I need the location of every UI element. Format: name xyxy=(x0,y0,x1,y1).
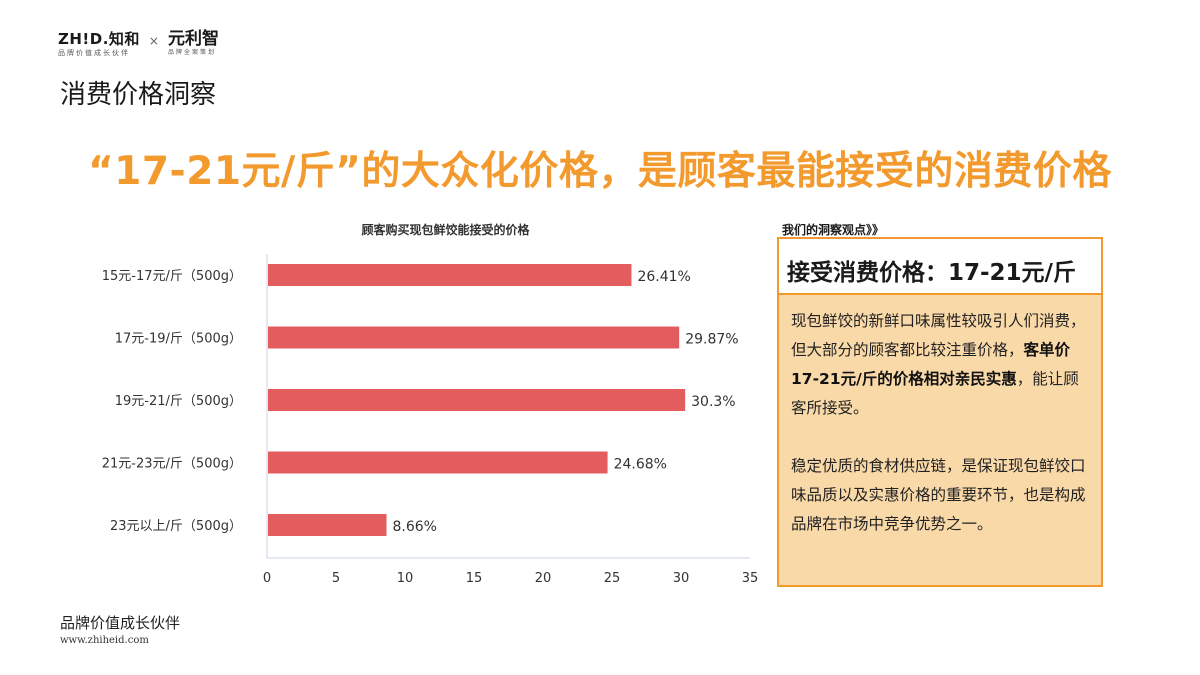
insight-p1-text-a: 现包鲜饺的新鲜口味属性较吸引人们消费，但大部分的顾客都比较注重价格， xyxy=(791,312,1086,359)
x-tick-label: 25 xyxy=(604,571,621,586)
insight-p1-text-c: ，能让顾客所接受。 xyxy=(791,370,1079,417)
chart-title: 顾客购买现包鲜饺能接受的价格 xyxy=(361,223,530,237)
x-tick-label: 35 xyxy=(742,571,759,586)
insight-paragraph-2: 稳定优质的食材供应链，是保证现包鲜饺口味品质以及实惠价格的重要环节，也是构成品牌… xyxy=(791,457,1086,533)
x-tick-label: 0 xyxy=(263,571,271,586)
data-label: 26.41% xyxy=(637,269,690,285)
category-label: 15元-17元/斤（500g） xyxy=(102,269,242,284)
bar xyxy=(268,389,686,411)
section-title: 消费价格洞察 xyxy=(60,80,217,110)
brand-logos: ZH!D.知和 品牌价值成长伙伴 × 元利智 品牌全案策划 xyxy=(58,30,219,58)
zhid-logo-text: ZH!D.知和 xyxy=(58,30,140,48)
footer-tagline: 品牌价值成长伙伴 xyxy=(60,614,181,632)
x-tick-label: 30 xyxy=(673,571,690,586)
bar xyxy=(268,264,632,286)
category-label: 19元-21/斤（500g） xyxy=(115,394,242,409)
x-tick-label: 15 xyxy=(466,571,483,586)
insight-box: 接受消费价格：17-21元/斤 现包鲜饺的新鲜口味属性较吸引人们消费，但大部分的… xyxy=(777,237,1103,587)
data-label: 30.3% xyxy=(691,394,735,410)
logo-separator: × xyxy=(148,34,159,48)
yuanlizhi-logo-text: 元利智 xyxy=(167,29,219,49)
insight-p1-highlight: 客单价17-21元/斤的价格相对亲民实惠 xyxy=(791,341,1071,388)
zhid-logo-subtitle: 品牌价值成长伙伴 xyxy=(58,49,130,57)
category-label: 21元-23元/斤（500g） xyxy=(102,457,242,472)
bar xyxy=(268,326,680,349)
data-label: 29.87% xyxy=(685,332,738,348)
bar xyxy=(268,451,608,474)
data-label: 8.66% xyxy=(393,519,437,535)
zhid-logo: ZH!D.知和 品牌价值成长伙伴 xyxy=(58,30,140,58)
insight-label: 我们的洞察观点》》 xyxy=(782,223,885,237)
insight-body: 现包鲜饺的新鲜口味属性较吸引人们消费，但大部分的顾客都比较注重价格，客单价17-… xyxy=(791,307,1089,539)
data-label: 24.68% xyxy=(614,457,667,473)
footer-url: www.zhiheid.com xyxy=(60,635,149,646)
x-tick-label: 5 xyxy=(332,571,340,586)
insight-paragraph-1: 现包鲜饺的新鲜口味属性较吸引人们消费，但大部分的顾客都比较注重价格，客单价17-… xyxy=(791,307,1089,423)
insight-header: 接受消费价格：17-21元/斤 xyxy=(779,239,1101,295)
x-tick-label: 10 xyxy=(397,571,414,586)
yuanlizhi-logo: 元利智 品牌全案策划 xyxy=(168,30,219,57)
headline: “17-21元/斤”的大众化价格，是顾客最能接受的消费价格 xyxy=(88,149,1112,194)
insight-header-text: 接受消费价格：17-21元/斤 xyxy=(787,260,1076,286)
x-tick-label: 20 xyxy=(535,571,552,586)
price-bar-chart: 15元-17元/斤（500g） 26.41% 17元-19/斤（500g） 29.87… xyxy=(102,254,759,586)
category-label: 17元-19/斤（500g） xyxy=(115,332,242,347)
bar xyxy=(268,514,387,536)
yuanlizhi-logo-subtitle: 品牌全案策划 xyxy=(167,49,216,56)
category-label: 23元以上/斤（500g） xyxy=(110,519,242,534)
